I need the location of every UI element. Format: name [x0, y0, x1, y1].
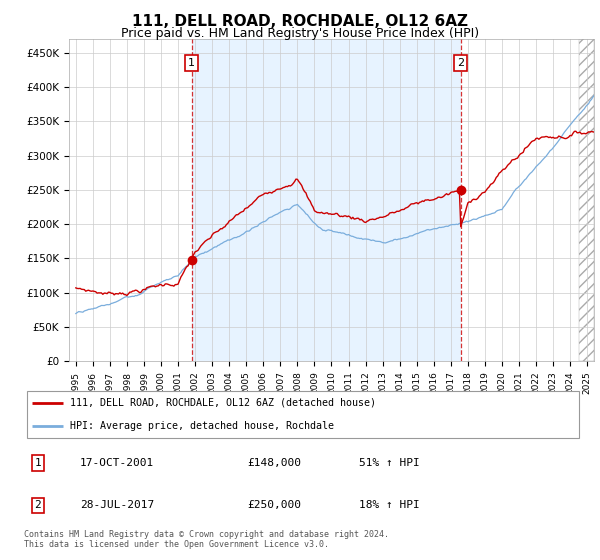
- Text: £148,000: £148,000: [247, 458, 301, 468]
- Text: 111, DELL ROAD, ROCHDALE, OL12 6AZ: 111, DELL ROAD, ROCHDALE, OL12 6AZ: [132, 14, 468, 29]
- Text: HPI: Average price, detached house, Rochdale: HPI: Average price, detached house, Roch…: [70, 421, 334, 431]
- Text: 1: 1: [35, 458, 41, 468]
- Text: 2: 2: [457, 58, 464, 68]
- FancyBboxPatch shape: [27, 391, 579, 438]
- Text: 111, DELL ROAD, ROCHDALE, OL12 6AZ (detached house): 111, DELL ROAD, ROCHDALE, OL12 6AZ (deta…: [70, 398, 376, 408]
- Text: 28-JUL-2017: 28-JUL-2017: [80, 500, 154, 510]
- Text: 2: 2: [35, 500, 41, 510]
- Text: 1: 1: [188, 58, 195, 68]
- Text: 51% ↑ HPI: 51% ↑ HPI: [359, 458, 419, 468]
- Text: £250,000: £250,000: [247, 500, 301, 510]
- Bar: [578, 39, 594, 361]
- Text: 17-OCT-2001: 17-OCT-2001: [80, 458, 154, 468]
- Text: Price paid vs. HM Land Registry's House Price Index (HPI): Price paid vs. HM Land Registry's House …: [121, 27, 479, 40]
- Bar: [191, 39, 461, 361]
- Text: 18% ↑ HPI: 18% ↑ HPI: [359, 500, 419, 510]
- Text: Contains HM Land Registry data © Crown copyright and database right 2024.
This d: Contains HM Land Registry data © Crown c…: [24, 530, 389, 549]
